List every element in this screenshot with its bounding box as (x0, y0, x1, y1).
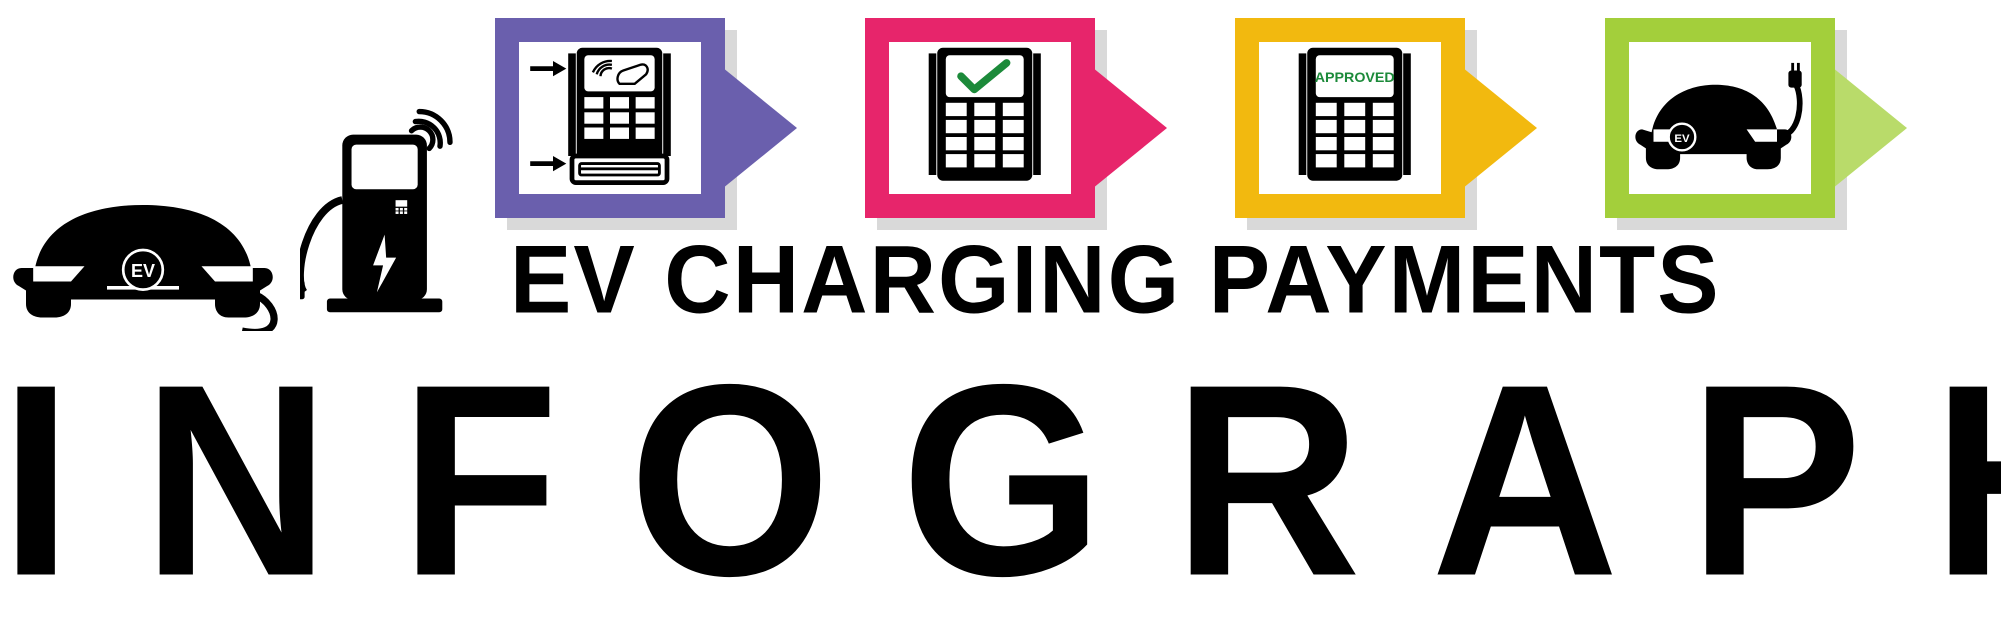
main-title: INFOGRAPHIC (0, 345, 2001, 618)
ev-car-icon: EV (8, 160, 278, 336)
payment-terminal-approved-icon: APPROVED (1259, 42, 1441, 194)
approved-text: APPROVED (1315, 70, 1395, 86)
step-approved: APPROVED (1235, 18, 1495, 236)
ev-badge-small: EV (1674, 133, 1690, 145)
step-confirm (865, 18, 1125, 236)
step-tap-or-insert (495, 18, 755, 236)
subtitle: EV CHARGING PAYMENTS (510, 225, 1721, 335)
payment-terminal-check-icon (889, 42, 1071, 194)
steps-row: APPROVED (495, 18, 1865, 236)
step-charge-car: EV (1605, 18, 1865, 236)
ev-car-charging-icon: EV (1629, 42, 1811, 194)
ev-badge-text: EV (131, 261, 155, 281)
payment-terminal-tap-insert-icon (519, 42, 701, 194)
charging-station-icon (300, 100, 500, 336)
